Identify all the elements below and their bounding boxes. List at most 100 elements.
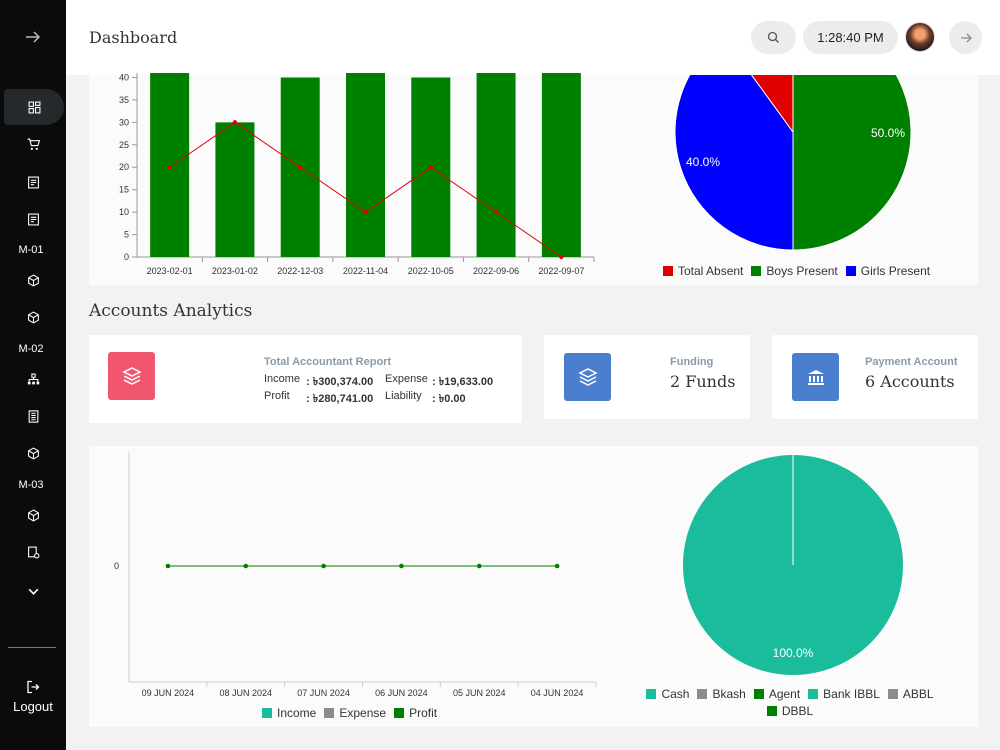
legend-swatch — [394, 708, 405, 718]
avatar[interactable] — [905, 22, 935, 52]
sidebar-item-hierarchy[interactable] — [0, 361, 66, 397]
line-point — [428, 165, 433, 170]
legend-label: Girls Present — [860, 264, 931, 278]
bar — [215, 122, 255, 258]
profit-label: Profit — [264, 390, 290, 402]
y-tick-label: 30 — [119, 117, 129, 127]
chevron-down-icon — [28, 588, 38, 595]
income-label: Income — [264, 373, 301, 385]
box-icon — [27, 310, 39, 324]
sidebar-group-label: M-03 — [18, 479, 44, 491]
sidebar-item-module[interactable] — [0, 299, 66, 335]
expense-value: : ৳19,633.00 — [432, 376, 494, 388]
legend-label: Total Absent — [678, 264, 744, 278]
box-icon — [27, 273, 39, 287]
arrow-right-icon — [960, 33, 972, 42]
x-tick-label: 2022-10-05 — [408, 266, 454, 276]
document-icon — [27, 176, 39, 188]
x-tick-label: 09 JUN 2024 — [142, 688, 195, 698]
pie-data-label: 100.0% — [773, 646, 814, 660]
line-point — [363, 209, 368, 215]
card-title: Total Accountant Report — [264, 356, 392, 368]
legend-item[interactable]: Total Absent — [663, 264, 743, 278]
payment-value: 6 Accounts — [865, 372, 955, 391]
legend-swatch — [887, 689, 898, 699]
legend-swatch — [262, 708, 272, 718]
profit-value: : ৳280,741.00 — [306, 393, 374, 405]
sidebar-divider — [8, 647, 56, 648]
legend-swatch — [845, 266, 856, 276]
layers-icon — [564, 353, 611, 401]
total-accountant-card[interactable]: Total Accountant Report Income : ৳300,37… — [89, 335, 522, 423]
logout-icon — [27, 680, 40, 694]
logout-button[interactable]: Logout — [0, 680, 66, 716]
sidebar-group-label: M-01 — [18, 244, 44, 256]
legend-item[interactable]: DBBL — [766, 704, 813, 718]
expand-sidebar-icon[interactable] — [22, 28, 44, 46]
x-tick-label: 2023-01-02 — [212, 266, 258, 276]
sidebar-item-dashboard[interactable] — [4, 89, 64, 125]
sidebar-item-module[interactable] — [0, 262, 66, 298]
sidebar-group-label: M-02 — [18, 343, 44, 355]
search-icon — [767, 31, 779, 43]
funding-card[interactable]: Funding 2 Funds — [544, 335, 750, 419]
accounts-pie-chart: 100.0% — [683, 455, 903, 675]
line-point — [243, 563, 249, 569]
attendance-pie-legend: Total Absent Boys Present Girls Present — [663, 264, 930, 278]
legend-item[interactable]: Income — [262, 706, 316, 720]
sidebar-item-document[interactable] — [0, 164, 66, 200]
sidebar-item-ledger[interactable] — [0, 398, 66, 434]
legend-swatch — [751, 266, 762, 276]
line-point — [554, 563, 560, 569]
legend-item[interactable]: ABBL — [887, 687, 934, 701]
legend-item[interactable]: Girls Present — [845, 264, 931, 278]
pie-data-label: 50.0% — [871, 126, 905, 140]
legend-label: Bank IBBL — [823, 687, 880, 701]
legend-item[interactable]: Boys Present — [751, 264, 838, 278]
line-point — [321, 563, 326, 569]
legend-swatch — [753, 689, 764, 699]
bar — [476, 73, 516, 257]
search-button[interactable] — [751, 21, 796, 54]
attendance-bar-chart: 0 5 10 15 20 25 30 35 40 2023-02-01 2023-01-02 2022… — [119, 72, 595, 276]
forward-button[interactable] — [949, 21, 982, 54]
liability-value: : ৳0.00 — [432, 393, 466, 405]
y-tick-label: 0 — [114, 561, 119, 571]
pie-slice — [792, 75, 912, 251]
sidebar-item-cart[interactable] — [0, 126, 66, 162]
accounts-line-chart: 0 09 JUN 2024 08 JUN 2024 07 JUN 2024 06 JUN… — [114, 452, 597, 698]
legend-swatch — [697, 689, 708, 699]
x-tick-label: 06 JUN 2024 — [375, 688, 428, 698]
y-tick-label: 15 — [119, 185, 129, 195]
legend-item[interactable]: Cash — [646, 687, 689, 701]
line-point — [493, 209, 499, 215]
legend-item[interactable]: Bank IBBL — [808, 687, 880, 701]
legend-label: Agent — [768, 687, 801, 701]
legend-swatch — [663, 266, 673, 276]
line-point — [476, 563, 482, 569]
sidebar-item-module[interactable] — [0, 435, 66, 471]
legend-label: Income — [277, 706, 317, 720]
sidebar-item-module[interactable] — [0, 497, 66, 533]
legend-item[interactable]: Bkash — [697, 687, 746, 701]
page-title: Dashboard — [89, 28, 178, 47]
accounts-line-legend: Income Expense Profit — [262, 706, 437, 720]
logout-label: Logout — [13, 699, 53, 714]
payment-account-card[interactable]: Payment Account 6 Accounts — [772, 335, 978, 419]
sidebar-more-toggle[interactable] — [0, 573, 66, 609]
liability-label: Liability — [385, 390, 422, 402]
legend-item[interactable]: Agent — [753, 687, 801, 701]
legend-item[interactable]: Expense — [324, 706, 386, 720]
attendance-pie-chart: 50.0% 40.0% — [674, 75, 912, 251]
sitemap-icon — [27, 373, 39, 384]
sidebar: M-01 M-02 M-03 Logout — [0, 0, 66, 750]
line-point — [399, 563, 404, 569]
legend-item[interactable]: Profit — [394, 706, 437, 720]
sidebar-item-settings[interactable] — [0, 534, 66, 570]
y-tick-label: 20 — [119, 162, 129, 172]
sidebar-item-report[interactable] — [0, 201, 66, 237]
box-icon — [27, 446, 39, 460]
legend-swatch — [808, 689, 819, 699]
cart-icon — [27, 138, 40, 150]
legend-label: ABBL — [902, 687, 934, 701]
